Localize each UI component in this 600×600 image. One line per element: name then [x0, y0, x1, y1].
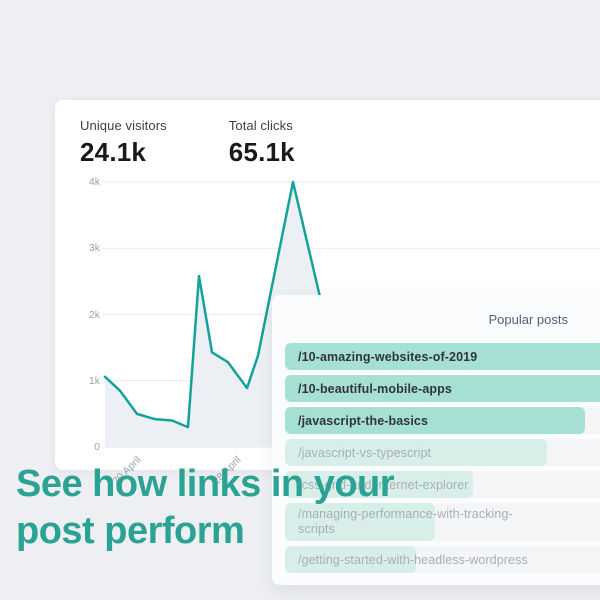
popular-posts-title: Popular posts — [488, 312, 569, 327]
bar-fill — [285, 343, 600, 370]
y-axis-tick: 1k — [88, 374, 100, 387]
y-axis-tick: 2k — [88, 308, 100, 321]
stats-row: Unique visitors 24.1k Total clicks 65.1k — [80, 118, 295, 168]
bar-fill — [285, 407, 585, 434]
bar-fill — [285, 546, 416, 573]
post-path-label: /10-beautiful-mobile-apps — [298, 381, 452, 396]
bar-fill — [285, 471, 473, 498]
post-path-label: /10-amazing-websites-of-2019 — [298, 349, 478, 364]
y-axis-tick: 0 — [94, 441, 100, 453]
post-path-label: /managing-performance-with-tracking-scri… — [298, 507, 513, 536]
stat-total-clicks: Total clicks 65.1k — [229, 118, 295, 168]
headline-line-2: post perform — [16, 510, 245, 552]
stat-label: Unique visitors — [80, 118, 167, 133]
stat-label: Total clicks — [228, 118, 293, 133]
popular-post-row[interactable]: /10-beautiful-mobile-apps — [285, 375, 600, 402]
popular-post-row[interactable]: /javascript-vs-typescript — [285, 439, 600, 466]
data-line — [103, 180, 334, 429]
popular-post-row[interactable]: /managing-performance-with-tracking-scri… — [285, 503, 600, 541]
headline-line-1: See how links in your — [16, 463, 395, 505]
popular-post-row[interactable]: /getting-started-with-headless-wordpress — [285, 546, 600, 573]
post-path-label: /javascript-the-basics — [298, 413, 429, 428]
post-path-label: /getting-started-with-headless-wordpress — [298, 552, 528, 567]
popular-post-row[interactable]: /css-grid-and-internet-explorer — [285, 471, 600, 498]
stat-unique-visitors: Unique visitors 24.1k — [80, 118, 167, 168]
popular-posts-list: /10-amazing-websites-of-2019 /10-beautif… — [285, 343, 600, 573]
y-axis-tick: 4k — [88, 176, 100, 188]
marketing-headline: See how links in your post perform — [16, 461, 395, 555]
post-path-label: /css-grid-and-internet-explorer — [298, 477, 469, 492]
popular-post-row[interactable]: /javascript-the-basics — [285, 407, 600, 434]
popular-posts-card: Popular posts /10-amazing-websites-of-20… — [272, 295, 600, 585]
stat-value: 65.1k — [228, 137, 295, 167]
bar-fill — [285, 503, 435, 541]
post-path-label: /javascript-vs-typescript — [298, 445, 432, 460]
stat-value: 24.1k — [80, 137, 147, 167]
bar-fill — [285, 375, 600, 402]
y-axis-tick: 3k — [88, 242, 100, 255]
popular-post-row[interactable]: /10-amazing-websites-of-2019 — [285, 343, 600, 370]
bar-fill — [285, 439, 547, 466]
